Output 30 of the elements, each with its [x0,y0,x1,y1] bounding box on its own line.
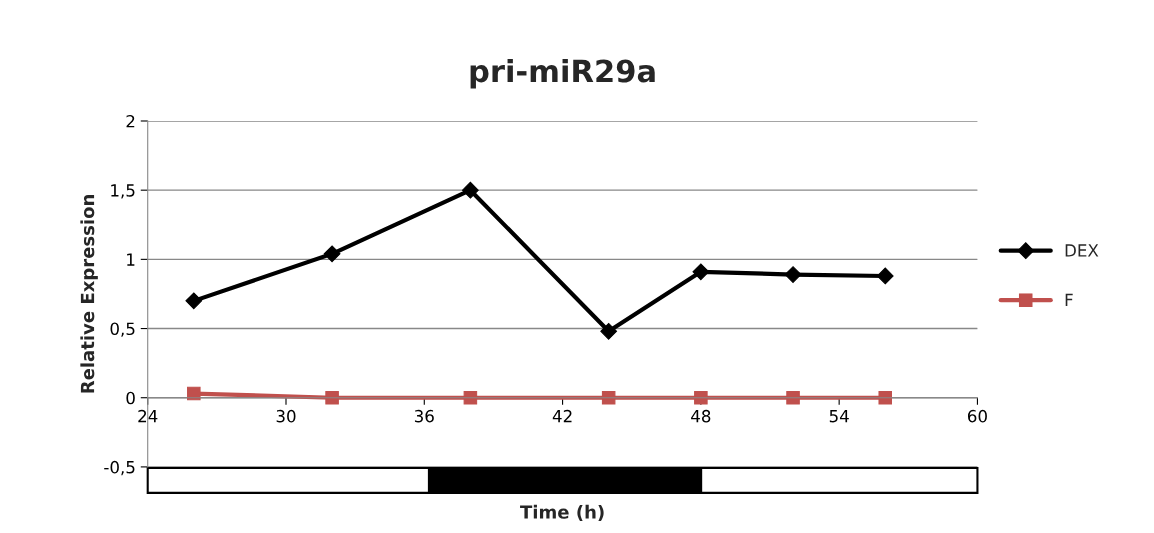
point [325,390,339,405]
point [185,292,203,310]
point [323,245,341,263]
y-axis-title: Relative Expression [80,195,98,393]
y-tick-label: 1 [127,253,135,266]
x-tick-label: 48 [691,409,711,423]
x-tick-label: 36 [414,409,434,423]
y-tick-label: 2 [126,114,135,128]
point [600,322,618,340]
y-tick-label: 1,5 [111,184,135,199]
point [876,267,894,285]
legend-label: F [1065,293,1073,306]
y-tick-label: -0,5 [104,460,135,476]
point [462,181,479,199]
y-tick-label: 0,5 [110,322,135,337]
point [784,266,802,283]
point [692,263,710,281]
x-tick-label: 42 [552,409,572,423]
x-tick-label: 54 [829,410,849,423]
point [694,390,708,405]
legend-label: DEX [1065,244,1099,257]
chart-title: pri-miR29a [470,58,655,89]
point [786,390,800,405]
x-axis-title: Time (h) [520,504,604,521]
point [878,390,893,405]
x-tick-label: 60 [968,409,987,423]
x-tick-label: 24 [138,409,158,423]
x-tick-label: 30 [276,409,296,423]
point [187,386,201,401]
y-tick-label: 0 [126,391,135,405]
